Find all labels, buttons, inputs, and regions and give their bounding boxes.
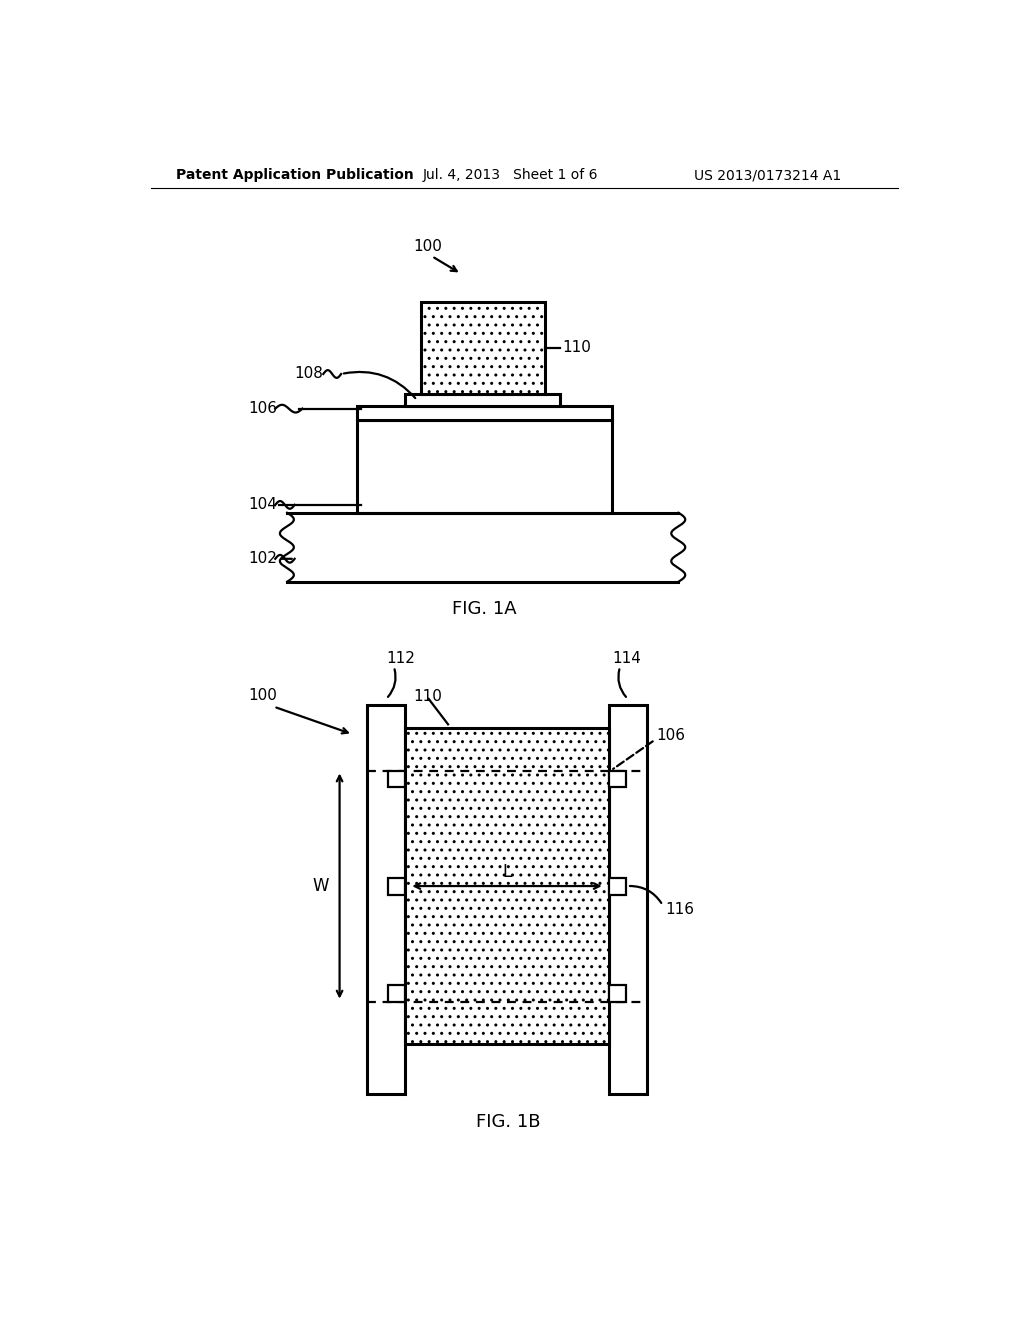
Bar: [406, 395, 560, 407]
Text: 100: 100: [414, 239, 442, 255]
Bar: [287, 512, 678, 582]
Bar: [608, 985, 626, 1002]
Text: 108: 108: [295, 367, 324, 381]
Bar: [388, 878, 406, 895]
Bar: [388, 985, 406, 1002]
Text: Patent Application Publication: Patent Application Publication: [176, 169, 414, 182]
Text: 102: 102: [248, 552, 278, 566]
Text: FIG. 1B: FIG. 1B: [475, 1114, 540, 1131]
Text: 116: 116: [665, 902, 694, 916]
Text: 114: 114: [612, 651, 641, 667]
Text: 104: 104: [248, 498, 278, 512]
Bar: [406, 729, 608, 1044]
Bar: [608, 878, 626, 895]
Text: 106: 106: [248, 401, 278, 416]
Text: FIG. 1A: FIG. 1A: [453, 599, 517, 618]
Bar: [608, 705, 647, 1094]
Text: 110: 110: [414, 689, 442, 704]
Bar: [388, 771, 406, 788]
Text: Jul. 4, 2013   Sheet 1 of 6: Jul. 4, 2013 Sheet 1 of 6: [423, 169, 598, 182]
Text: L: L: [503, 863, 512, 882]
Text: 106: 106: [656, 729, 685, 743]
Text: W: W: [312, 876, 329, 895]
Text: 110: 110: [562, 341, 591, 355]
Text: 100: 100: [248, 688, 278, 702]
Bar: [608, 771, 626, 788]
Bar: [356, 407, 612, 420]
Bar: [356, 420, 612, 512]
Text: 112: 112: [386, 651, 415, 667]
Text: US 2013/0173214 A1: US 2013/0173214 A1: [693, 169, 841, 182]
Bar: [421, 302, 545, 395]
Bar: [367, 705, 406, 1094]
